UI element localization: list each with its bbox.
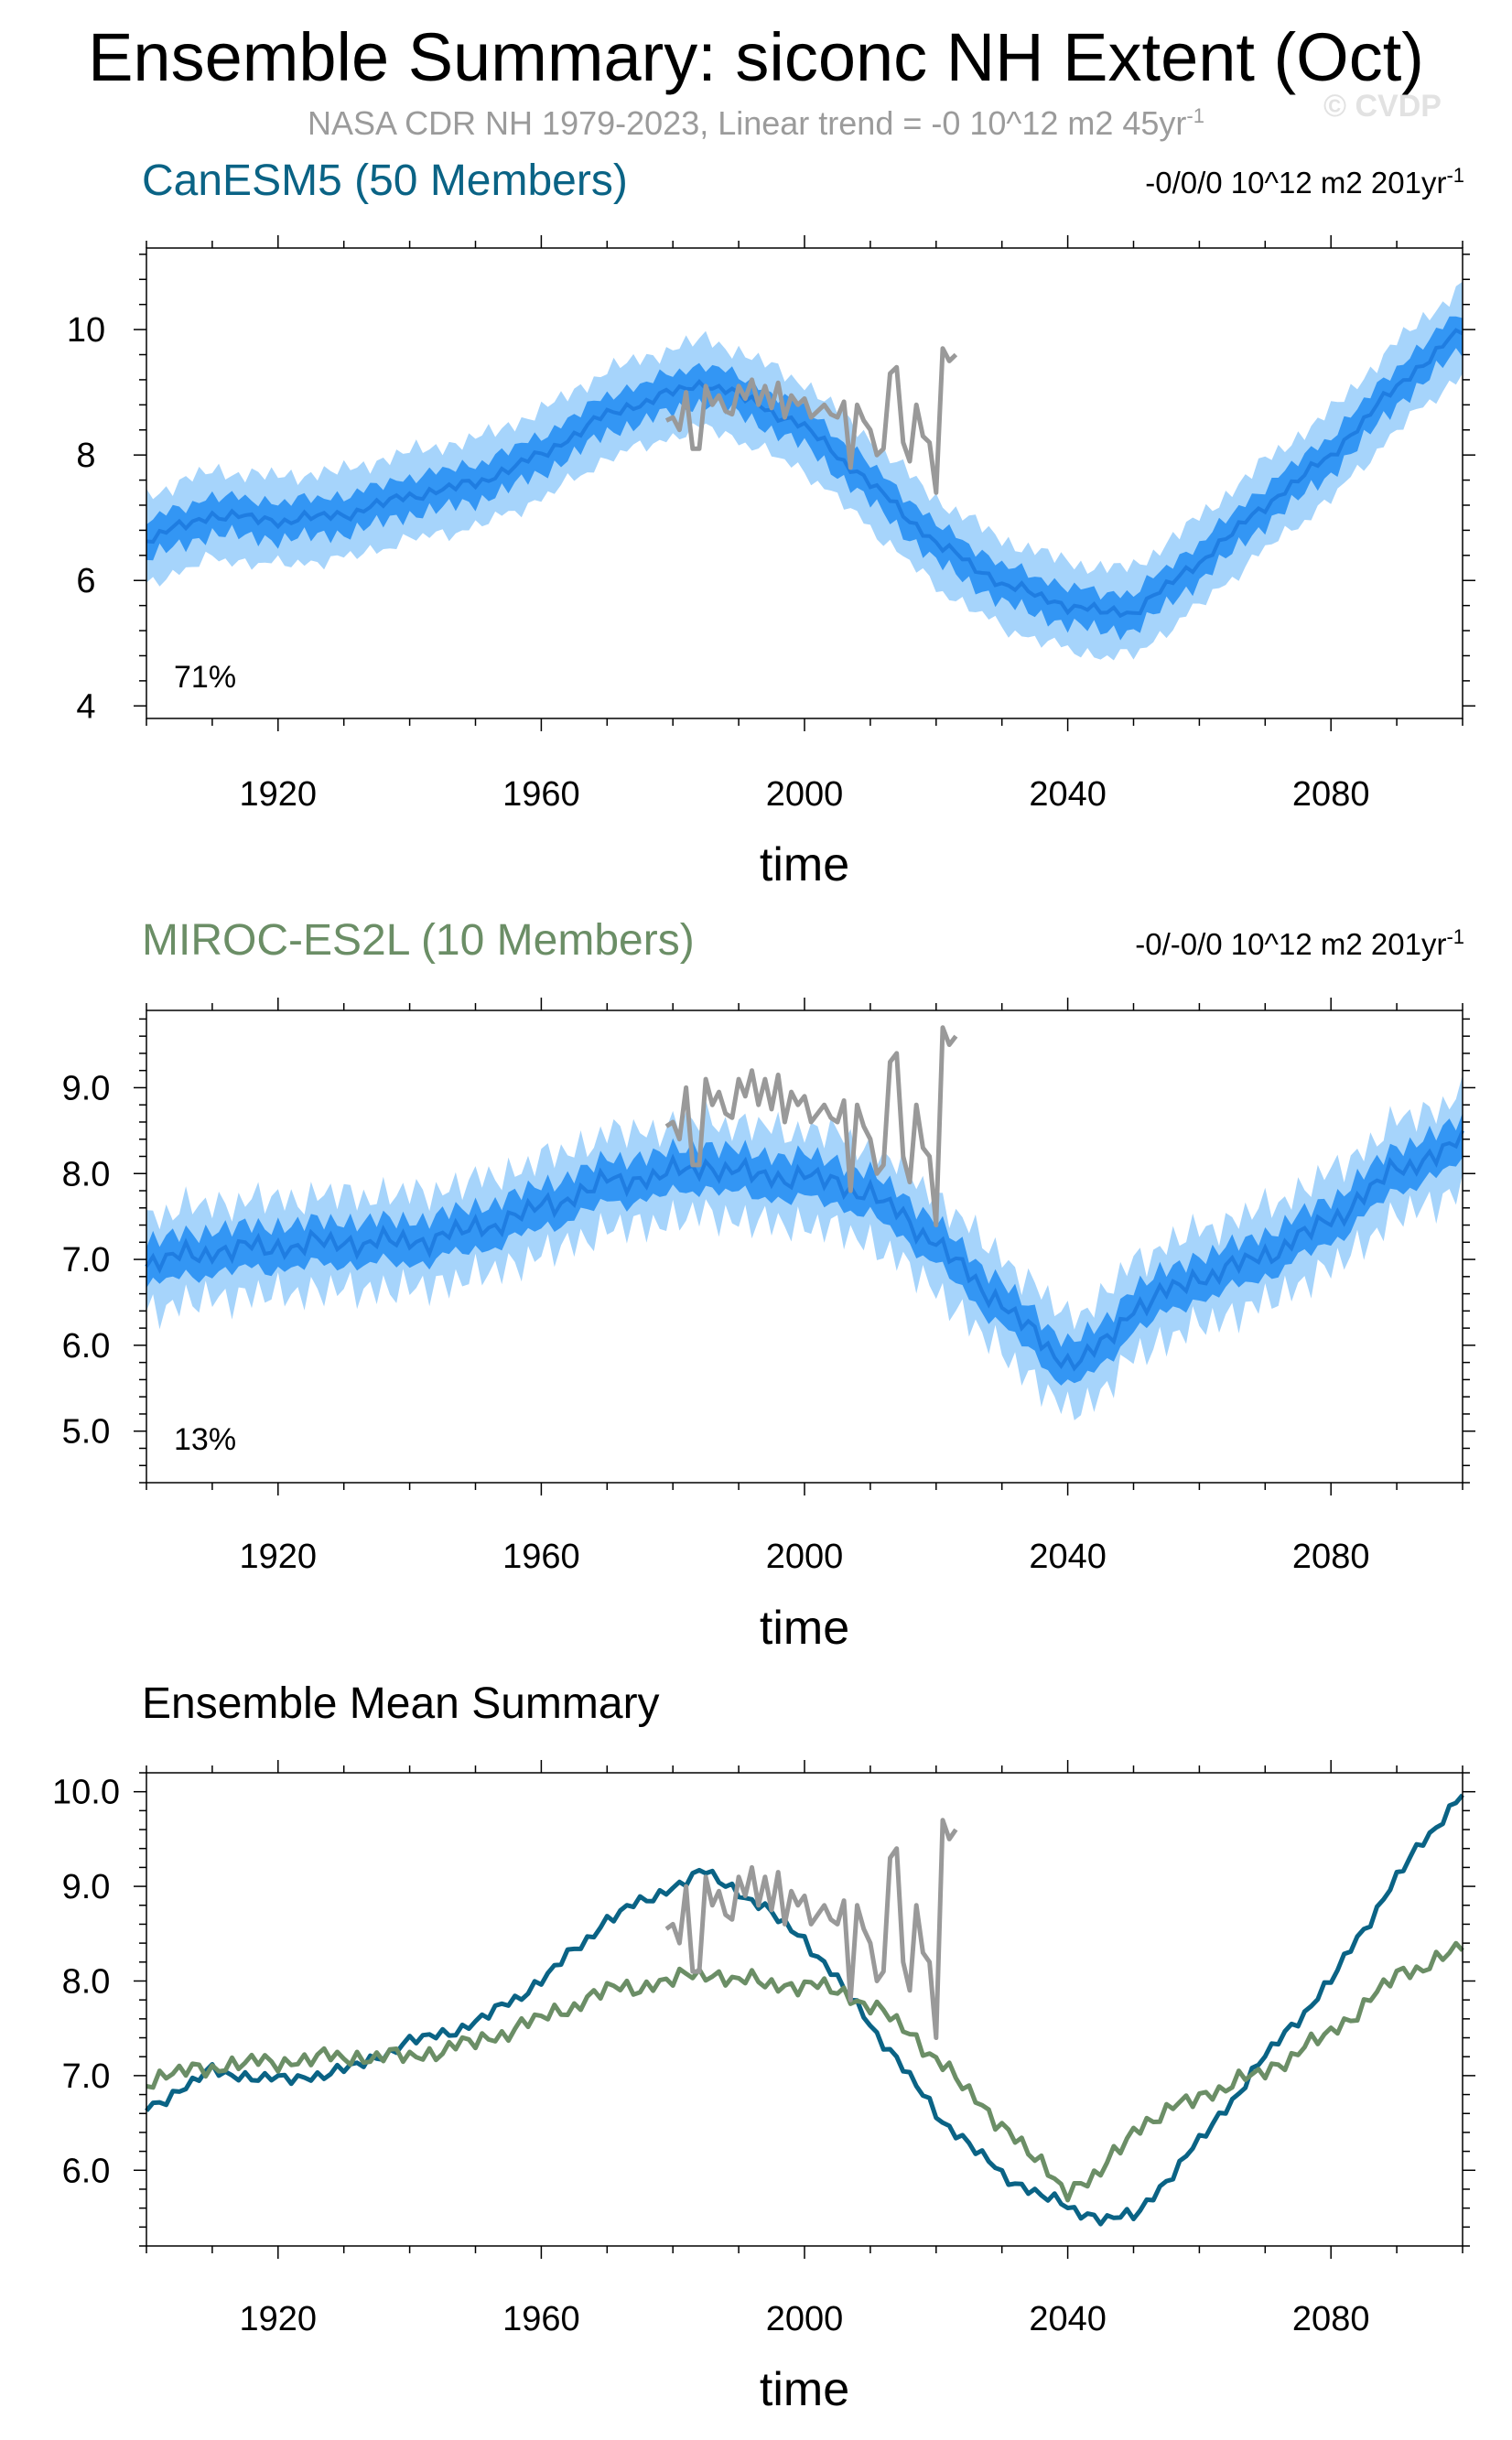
figure-subtitle: NASA CDR NH 1979-2023, Linear trend = -0… <box>0 103 1512 144</box>
panel1-x-tick-label: 2080 <box>1292 775 1370 814</box>
panel1-spread-band <box>146 281 1463 661</box>
panel2-y-tick-label: 7.0 <box>62 1241 111 1279</box>
panel3-line-miroc-es2l <box>146 1940 1464 2203</box>
panel2-trend-label: -0/-0/0 10^12 m2 201yr-1 <box>1135 926 1464 963</box>
panel3-x-tick-label: 1960 <box>502 2300 580 2338</box>
panel3-y-tick-label: 7.0 <box>62 2057 111 2096</box>
panel3-y-tick-label: 9.0 <box>62 1868 111 1906</box>
panel2-trend-text: -0/-0/0 10^12 m2 201yr <box>1135 927 1447 961</box>
panel3-y-tick-label: 8.0 <box>62 1962 111 2001</box>
panel3-y-tick-label: 6.0 <box>62 2152 111 2190</box>
panel2-x-tick-label: 2040 <box>1029 1538 1107 1576</box>
cvdp-watermark: © CVDP <box>1323 89 1442 124</box>
panel1-y-tick-label: 6 <box>76 562 95 600</box>
panel2-ensemble-mean-line <box>145 1129 1464 1372</box>
panel3-plot-frame <box>146 1772 1463 2247</box>
panel3-x-axis-label: time <box>760 2363 849 2416</box>
panel2-y-tick-label: 8.0 <box>62 1155 111 1193</box>
panel2-x-tick-label: 2000 <box>766 1538 844 1576</box>
panel1-percent-annotation: 71% <box>174 660 237 695</box>
panel2-y-tick-label: 5.0 <box>62 1413 111 1452</box>
panel3-x-tick-label: 2080 <box>1292 2300 1370 2338</box>
panel1-ensemble-mean-line <box>146 328 1463 619</box>
panel2-title: MIROC-ES2L (10 Members) <box>142 916 695 965</box>
panel3-observations-line <box>664 1818 958 2040</box>
panel3-x-tick-label: 1920 <box>240 2300 318 2338</box>
panel1-x-axis-label: time <box>760 838 849 891</box>
panel1-y-tick-label: 10 <box>67 311 105 350</box>
panel2-percent-annotation: 13% <box>174 1422 237 1457</box>
panel-canesm5: 1920 1960 2000 2040 2080 time 4 6 8 10 <box>67 235 1475 891</box>
panel2-observations-line <box>664 1025 958 1227</box>
panel3-x-tick-label: 2000 <box>766 2300 844 2338</box>
subtitle-exponent: -1 <box>1186 104 1204 127</box>
panel2-x-tick-label: 1960 <box>502 1538 580 1576</box>
panel1-observations-line <box>664 346 958 495</box>
panel1-y-tick-label: 8 <box>76 437 95 475</box>
panel3-x-tick-label: 2040 <box>1029 2300 1107 2338</box>
panel1-title: CanESM5 (50 Members) <box>142 157 628 205</box>
panel1-y-tick-label: 4 <box>76 687 95 726</box>
panel3-y-tick-label: 10.0 <box>52 1774 120 1812</box>
panel1-x-tick-label: 1960 <box>502 775 580 814</box>
panel1-trend-exponent: -1 <box>1446 164 1464 187</box>
figure-title: Ensemble Summary: siconc NH Extent (Oct) <box>88 19 1424 95</box>
panel-miroc-es2l: 1920 1960 2000 2040 2080 time 5.0 6.0 7.0 8.0 9.0 <box>62 998 1475 1655</box>
panel2-trend-exponent: -1 <box>1446 925 1464 948</box>
panel2-spread-band <box>146 1113 1463 1386</box>
panel3-line-canesm5 <box>145 1793 1464 2227</box>
panel2-x-axis-label: time <box>760 1602 849 1655</box>
panel1-spread-band <box>146 316 1463 641</box>
panel-ensemble-mean-summary: 1920 1960 2000 2040 2080 time 6.0 7.0 8.0 9.0 10.0 <box>52 1760 1475 2416</box>
panel1-trend-label: -0/0/0 10^12 m2 201yr-1 <box>1145 165 1464 201</box>
panel2-y-tick-label: 6.0 <box>62 1327 111 1366</box>
panel2-y-tick-label: 9.0 <box>62 1069 111 1107</box>
panel1-x-tick-label: 1920 <box>240 775 318 814</box>
panel1-x-tick-label: 2040 <box>1029 775 1107 814</box>
panel3-title: Ensemble Mean Summary <box>142 1679 660 1728</box>
panel1-trend-text: -0/0/0 10^12 m2 201yr <box>1145 166 1447 200</box>
panel2-x-tick-label: 1920 <box>240 1538 318 1576</box>
panel2-x-tick-label: 2080 <box>1292 1538 1370 1576</box>
panel2-spread-band <box>146 1074 1463 1420</box>
subtitle-text: NASA CDR NH 1979-2023, Linear trend = -0… <box>308 104 1187 142</box>
panel1-x-tick-label: 2000 <box>766 775 844 814</box>
